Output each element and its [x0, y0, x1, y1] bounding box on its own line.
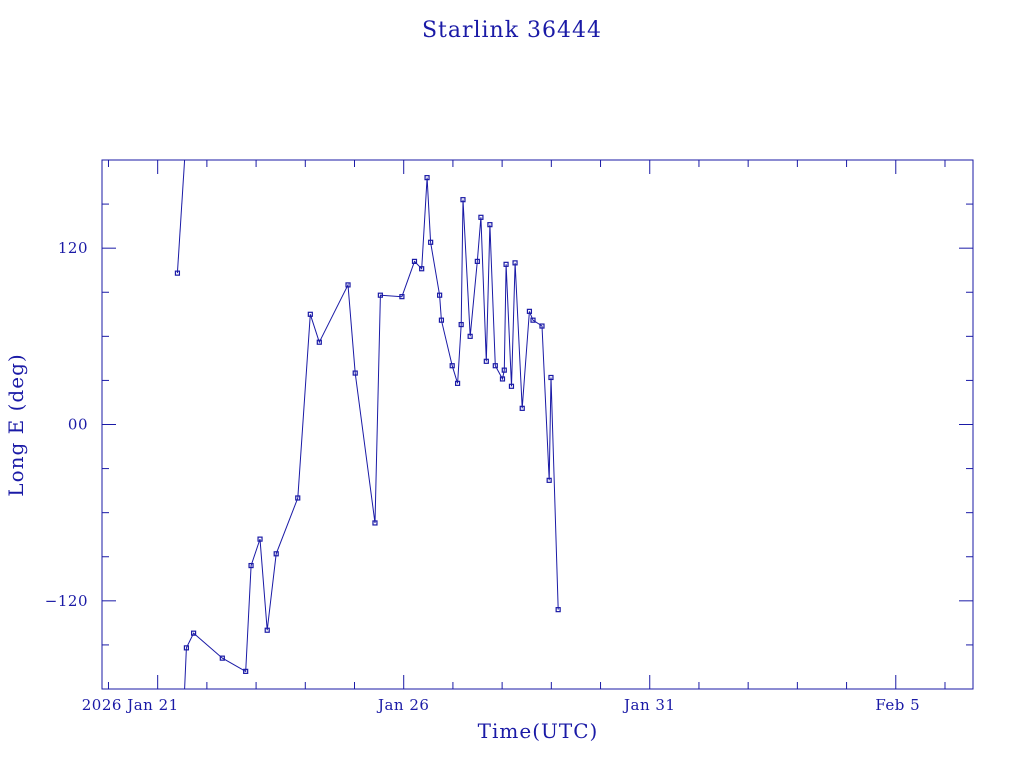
data-point: [411, 258, 418, 264]
data-point: [508, 383, 515, 389]
data-point: [530, 317, 536, 323]
data-series: [176, 159, 559, 690]
data-point: [399, 294, 405, 300]
y-tick-label: 00: [68, 416, 88, 434]
data-point: [546, 477, 552, 483]
data-point: [503, 261, 509, 267]
data-point: [539, 323, 545, 329]
data-point: [352, 370, 358, 376]
plot-frame: [101, 159, 974, 690]
x-tick-label: Feb 5: [875, 696, 920, 714]
y-tick-label: 120: [58, 239, 88, 257]
data-point: [424, 175, 430, 181]
data-point: [307, 311, 313, 317]
data-point: [454, 380, 461, 386]
data-point: [295, 495, 301, 501]
data-point: [483, 358, 489, 364]
data-point: [419, 266, 425, 272]
series-line-segment: [176, 159, 186, 274]
y-axis-label: Long E (deg): [4, 353, 28, 496]
data-point: [492, 363, 498, 369]
data-point: [555, 607, 561, 613]
data-point: [478, 214, 484, 220]
data-point: [487, 222, 493, 228]
data-point: [474, 258, 480, 264]
data-point: [316, 339, 322, 345]
data-point: [512, 260, 518, 266]
data-point: [458, 321, 464, 328]
x-axis-label: Time(UTC): [478, 719, 599, 743]
data-point: [219, 655, 225, 661]
data-point: [257, 536, 263, 542]
data-point: [377, 292, 383, 298]
data-points: [174, 175, 561, 674]
x-tick-label: Jan 26: [376, 696, 429, 714]
data-point: [248, 562, 254, 569]
data-point: [548, 374, 554, 381]
data-point: [264, 627, 270, 633]
data-point: [428, 239, 434, 245]
chart-title: Starlink 36444: [422, 18, 602, 43]
y-tick-label: −120: [45, 592, 88, 610]
data-point: [190, 630, 197, 636]
data-point: [467, 333, 473, 339]
data-point: [501, 367, 507, 373]
data-point: [174, 270, 181, 276]
axis-tick-labels: −120 00 120 2026 Jan 21 Jan 26 Jan 31 Feb 5: [45, 239, 920, 714]
data-point: [499, 376, 506, 382]
data-point: [437, 292, 443, 298]
x-tick-label: Jan 31: [622, 696, 675, 714]
data-point: [345, 282, 351, 288]
data-point: [526, 308, 533, 314]
data-point: [243, 668, 249, 674]
data-point: [372, 520, 378, 526]
data-point: [519, 405, 525, 411]
x-tick-label: 2026 Jan 21: [82, 696, 179, 714]
axis-ticks: [102, 159, 973, 690]
data-point: [273, 551, 279, 557]
data-point: [449, 363, 455, 369]
series-line-segment: [184, 177, 559, 690]
data-point: [183, 645, 190, 651]
data-point: [460, 197, 466, 203]
data-point: [438, 317, 445, 323]
